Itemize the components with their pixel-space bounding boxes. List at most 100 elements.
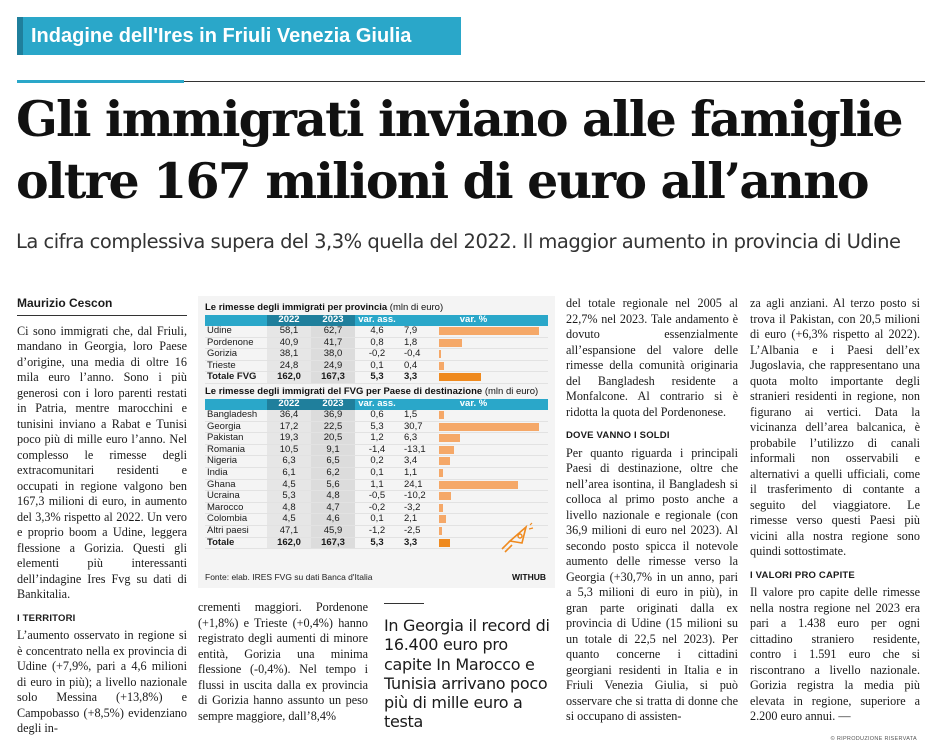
var-pct-bar — [439, 445, 454, 454]
var-pct-bar — [439, 515, 446, 524]
var-pct-bar — [439, 361, 445, 370]
top-rule — [184, 81, 925, 82]
value-2023: 36,9 — [311, 409, 355, 422]
table-row: Pakistan 19,3 20,5 1,2 6,3 — [205, 432, 548, 445]
value-2023: 41,7 — [311, 337, 355, 350]
table-province-title: Le rimesse degli immigrati per provincia… — [205, 302, 555, 313]
value-2023: 167,3 — [311, 537, 355, 550]
var-pct-bar — [439, 526, 442, 535]
pull-quote-text: In Georgia il record di 16.400 euro pro … — [384, 616, 550, 732]
article-column-2: crementi maggiori. Pordenone (+1,8%) e T… — [198, 600, 368, 724]
row-label: Bangladesh — [205, 409, 267, 422]
value-2022: 162,0 — [267, 537, 311, 550]
row-label: Colombia — [205, 514, 267, 526]
value-2022: 36,4 — [267, 409, 311, 422]
value-var-ass: 5,3 — [355, 537, 399, 550]
value-2023: 62,7 — [311, 325, 355, 338]
var-pct-bar — [439, 503, 443, 512]
var-pct-bar — [439, 492, 451, 501]
value-var-ass: 5,3 — [355, 372, 399, 384]
value-2023: 5,6 — [311, 479, 355, 492]
value-2022: 19,3 — [267, 433, 311, 445]
value-2022: 4,5 — [267, 479, 311, 492]
value-var-ass: 1,2 — [355, 433, 399, 445]
value-var-pct: 1,1 — [404, 466, 418, 478]
table-header-var-pct: var. % — [399, 314, 548, 326]
table-row: Trieste 24,8 24,9 0,1 0,4 — [205, 360, 548, 373]
value-var-pct-cell: 1,5 — [399, 408, 548, 422]
table-row: Gorizia 38,1 38,0 -0,2 -0,4 — [205, 348, 548, 361]
table-header-var-pct: var. % — [399, 398, 548, 410]
section-heading-territori: I TERRITORI — [17, 612, 76, 624]
table-row: Bangladesh 36,4 36,9 0,6 1,5 — [205, 408, 548, 422]
value-var-pct: -0,4 — [404, 348, 421, 360]
value-var-pct-cell: 7,9 — [399, 325, 548, 338]
var-pct-bar — [439, 373, 481, 382]
table-row: Marocco 4,8 4,7 -0,2 -3,2 — [205, 502, 548, 515]
table-row: India 6,1 6,2 0,1 1,1 — [205, 466, 548, 480]
value-2023: 20,5 — [311, 433, 355, 445]
table-row: Colombia 4,5 4,6 0,1 2,1 — [205, 514, 548, 526]
var-pct-bar — [439, 480, 518, 489]
value-var-ass: 4,6 — [355, 325, 399, 338]
value-var-ass: -0,2 — [355, 502, 399, 515]
value-2023: 6,2 — [311, 467, 355, 480]
value-2022: 47,1 — [267, 525, 311, 538]
table-source: Fonte: elab. IRES FVG su dati Banca d'It… — [205, 572, 373, 582]
table-country-body: Bangladesh 36,4 36,9 0,6 1,5 Georgia 17,2 22,5 5… — [205, 408, 548, 550]
table-row: Romania 10,5 9,1 -1,4 -13,1 — [205, 443, 548, 457]
row-label: Nigeria — [205, 456, 267, 468]
value-var-pct: 3,3 — [404, 371, 418, 383]
value-var-pct: 1,8 — [404, 336, 418, 348]
var-pct-bar — [439, 410, 444, 419]
var-pct-bar — [439, 338, 462, 347]
value-var-pct: 6,3 — [404, 432, 418, 444]
value-var-ass: 0,6 — [355, 409, 399, 422]
value-var-ass: -0,5 — [355, 491, 399, 503]
table-country: 2022 2023 var. ass. var. % Bangladesh 36,… — [205, 398, 548, 550]
headline: Gli immigrati inviano alle famiglie oltr… — [16, 88, 921, 212]
quote-rule — [384, 603, 424, 604]
value-var-pct-cell: 6,3 — [399, 432, 548, 445]
row-label: Pakistan — [205, 433, 267, 445]
section-heading-soldi: DOVE VANNO I SOLDI — [566, 430, 670, 441]
value-var-pct: 7,9 — [404, 325, 418, 336]
var-pct-bar — [439, 422, 539, 431]
var-pct-bar — [439, 457, 451, 466]
value-var-pct-cell: -2,5 — [399, 525, 548, 538]
value-var-pct: 24,1 — [404, 478, 423, 490]
row-label: Trieste — [205, 360, 267, 373]
row-label: Udine — [205, 325, 267, 338]
value-var-pct: -13,1 — [404, 443, 426, 455]
value-2022: 58,1 — [267, 325, 311, 338]
value-var-pct: 2,1 — [404, 513, 418, 525]
value-2023: 4,8 — [311, 491, 355, 503]
value-var-pct-cell: -0,4 — [399, 348, 548, 361]
table-row: Ucraina 5,3 4,8 -0,5 -10,2 — [205, 490, 548, 503]
byline: Maurizio Cescon — [17, 296, 187, 316]
value-var-pct-cell: 3,4 — [399, 456, 548, 468]
table-country-title: Le rimesse degli immigrati del FVG per P… — [205, 386, 555, 397]
table-row: Ghana 4,5 5,6 1,1 24,1 — [205, 478, 548, 492]
value-var-pct: 3,4 — [404, 455, 418, 467]
value-var-pct-cell: -13,1 — [399, 443, 548, 457]
table-province-body: Udine 58,1 62,7 4,6 7,9 Pordenone 40,9 41,7 0,8 1… — [205, 325, 548, 384]
paragraph-territori-cont: crementi maggiori. Pordenone (+1,8%) e T… — [198, 600, 368, 723]
row-label: India — [205, 467, 267, 480]
var-pct-bar — [439, 538, 450, 547]
row-label: Ucraina — [205, 491, 267, 503]
value-2023: 45,9 — [311, 525, 355, 538]
value-var-ass: 1,1 — [355, 479, 399, 492]
value-2022: 6,3 — [267, 456, 311, 468]
value-var-pct-cell: 1,8 — [399, 336, 548, 350]
value-var-ass: 0,1 — [355, 360, 399, 373]
value-var-pct: 1,5 — [404, 408, 418, 420]
value-var-ass: -1,2 — [355, 525, 399, 538]
value-var-ass: -1,4 — [355, 444, 399, 457]
value-2022: 4,5 — [267, 514, 311, 526]
value-2022: 24,8 — [267, 360, 311, 373]
table-header-2023: 2023 — [311, 314, 355, 326]
value-var-pct-cell: 30,7 — [399, 421, 548, 434]
table-country-unit: (mln di euro) — [484, 385, 539, 397]
value-2023: 6,5 — [311, 456, 355, 468]
